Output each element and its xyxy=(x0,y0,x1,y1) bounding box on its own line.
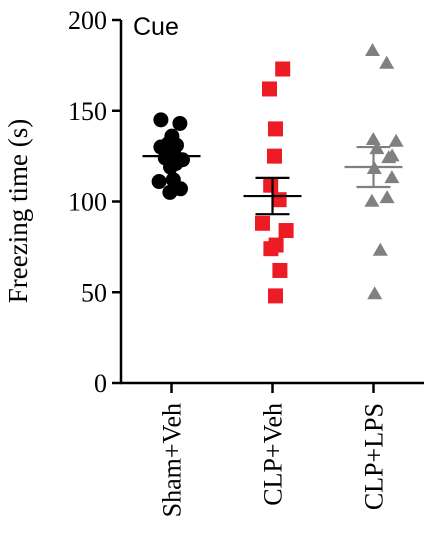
data-point-circle xyxy=(173,181,188,197)
y-tick-label: 0 xyxy=(94,369,107,398)
data-point-square xyxy=(271,192,287,208)
category-label: CLP+Veh xyxy=(259,403,288,506)
x-ticks: Sham+Veh CLP+Veh CLP+LPS xyxy=(158,383,389,517)
data-points xyxy=(151,43,404,304)
data-point-square xyxy=(272,262,288,278)
data-point-triangle xyxy=(379,190,395,204)
data-point-square xyxy=(262,81,277,97)
data-point-square xyxy=(267,148,282,164)
data-point-circle xyxy=(151,174,167,190)
data-point-triangle xyxy=(364,193,380,207)
y-tick-label: 200 xyxy=(68,6,107,35)
data-point-circle xyxy=(172,115,188,131)
data-point-circle xyxy=(163,159,178,175)
data-point-triangle xyxy=(367,286,383,300)
y-tick-label: 150 xyxy=(68,97,107,126)
data-point-triangle xyxy=(384,148,400,162)
data-point-square xyxy=(278,223,294,239)
data-point-triangle xyxy=(365,43,380,57)
data-point-square xyxy=(268,121,283,137)
data-point-triangle xyxy=(365,131,381,145)
y-ticks: 0 50 100 150 200 xyxy=(68,6,121,398)
error-bars xyxy=(142,145,403,216)
data-point-square xyxy=(255,215,270,231)
data-point-square xyxy=(268,288,283,304)
data-point-triangle xyxy=(384,170,400,184)
y-tick-label: 50 xyxy=(81,278,107,307)
data-point-triangle xyxy=(372,242,388,256)
data-point-square xyxy=(275,61,291,77)
data-point-circle xyxy=(153,112,169,128)
data-point-square xyxy=(263,177,279,193)
category-label: Sham+Veh xyxy=(158,403,187,517)
y-axis-title: Freezing time (s) xyxy=(3,119,33,303)
data-point-square xyxy=(263,241,279,257)
data-point-triangle xyxy=(379,55,395,69)
y-tick-label: 100 xyxy=(68,188,107,217)
data-point-triangle xyxy=(388,133,404,147)
panel-label: Cue xyxy=(133,13,179,41)
category-label: CLP+LPS xyxy=(360,403,389,510)
